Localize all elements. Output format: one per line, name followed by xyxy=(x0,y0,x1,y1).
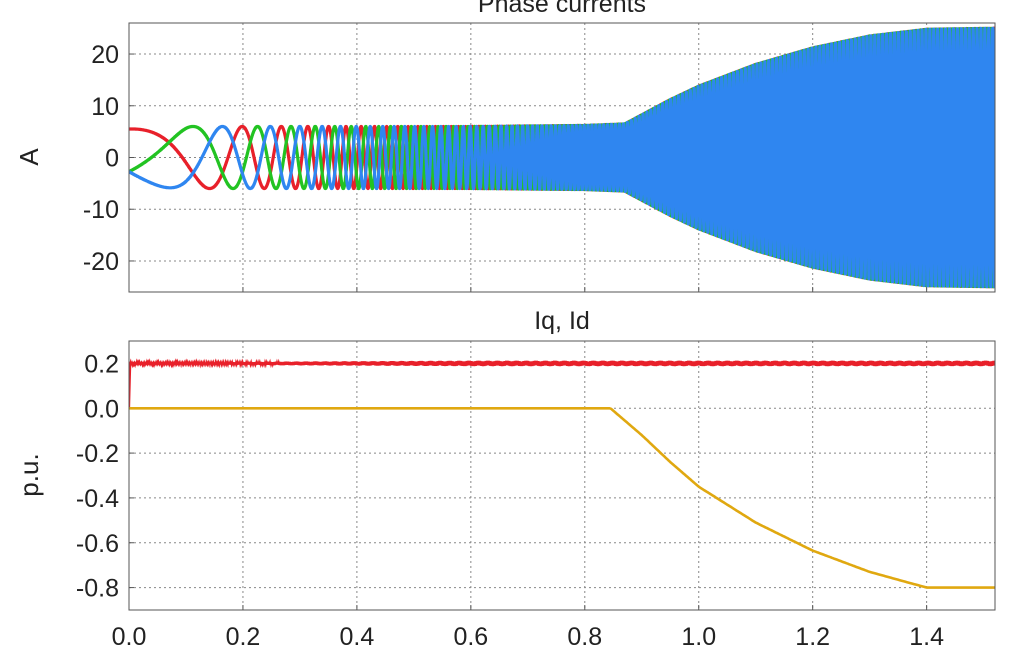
iq-id-panel: Iq, Id p.u. 0.20.0-0.2-0.4-0.6-0.8 0.0 0.… xyxy=(14,307,996,651)
iq-line xyxy=(129,358,995,409)
x-tick-label: 0.2 xyxy=(226,623,261,651)
y-tick-label: -0.4 xyxy=(76,485,119,513)
iq-id-x-ticks: 0.0 0.2 0.4 0.6 0.8 1.0 1.2 1.4 xyxy=(112,623,944,651)
iq-id-y-axis-label: p.u. xyxy=(14,453,44,496)
y-tick-label: -0.2 xyxy=(76,440,119,468)
id-line xyxy=(129,406,995,589)
phase-currents-series xyxy=(129,26,995,289)
x-tick-label: 1.2 xyxy=(795,623,830,651)
y-tick-label: 20 xyxy=(91,41,119,69)
phase-currents-y-ticks: 20 10 0 -10 -20 xyxy=(83,41,119,276)
y-tick-label: 0.2 xyxy=(84,350,119,378)
phase-currents-plot-frame xyxy=(128,22,996,293)
phase-currents-title: Phase currents xyxy=(478,0,646,18)
y-tick-label: 0 xyxy=(105,145,119,173)
iq-id-series xyxy=(129,358,995,589)
y-tick-label: -20 xyxy=(83,248,119,276)
iq-id-plot-frame xyxy=(128,340,996,611)
iq-id-y-ticks: 0.2 0.0 -0.2 -0.4 -0.6 -0.8 xyxy=(76,350,119,602)
x-tick-label: 1.0 xyxy=(681,623,716,651)
y-tick-label: 10 xyxy=(91,93,119,121)
x-tick-label: 0.6 xyxy=(453,623,488,651)
phase-current-line xyxy=(129,26,995,289)
x-tick-label: 0.0 xyxy=(112,623,147,651)
y-tick-label: -0.8 xyxy=(76,575,119,603)
phase-currents-panel: Phase currents A 20 10 0 -10 -20 xyxy=(14,0,996,293)
x-tick-label: 1.4 xyxy=(909,623,944,651)
y-tick-label: -0.6 xyxy=(76,530,119,558)
y-tick-label: 0.0 xyxy=(84,395,119,423)
iq-id-title: Iq, Id xyxy=(534,307,590,335)
x-tick-label: 0.8 xyxy=(567,623,602,651)
x-tick-label: 0.4 xyxy=(340,623,375,651)
phase-currents-y-axis-label: A xyxy=(14,148,44,166)
y-tick-label: -10 xyxy=(83,196,119,224)
